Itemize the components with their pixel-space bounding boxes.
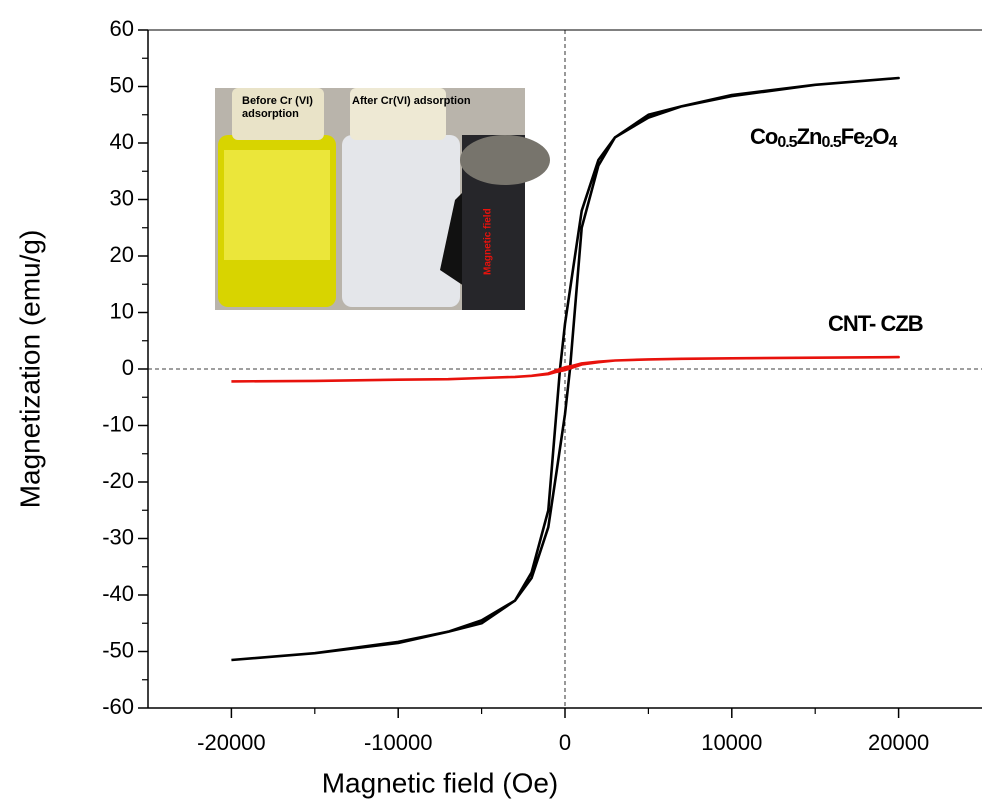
x-tick-label: 10000	[701, 730, 762, 755]
x-tick-label: -20000	[197, 730, 266, 755]
series-label: CNT- CZB	[828, 311, 923, 336]
yellow-liquid	[224, 150, 330, 260]
y-tick-label: 50	[110, 72, 134, 97]
vial-cap	[350, 88, 446, 140]
inset-label: After Cr(VI) adsorption	[352, 95, 471, 107]
y-tick-label: 60	[110, 16, 134, 41]
y-axis-title: Magnetization (emu/g)	[14, 230, 45, 509]
vial-cap	[232, 88, 324, 140]
series-line	[231, 76, 900, 662]
x-tick-label: -10000	[364, 730, 433, 755]
y-tick-label: -30	[102, 524, 134, 549]
y-tick-label: -10	[102, 411, 134, 436]
inset-label: Magnetic field	[483, 208, 494, 275]
x-axis-title: Magnetic field (Oe)	[322, 767, 559, 798]
y-tick-label: -20	[102, 468, 134, 493]
y-tick-label: 20	[110, 242, 134, 267]
y-tick-label: -50	[102, 637, 134, 662]
series-label: Co0.5Zn0.5Fe2O4	[750, 124, 897, 151]
inset-photo: Before Cr (VI) adsorption After Cr(VI) ad…	[215, 88, 550, 310]
inset-label: Before Cr (VI) adsorption	[242, 95, 313, 120]
y-tick-label: 10	[110, 298, 134, 323]
x-tick-label: 0	[559, 730, 571, 755]
series-line	[231, 355, 900, 383]
y-tick-label: 0	[122, 355, 134, 380]
y-tick-label: -40	[102, 581, 134, 606]
y-tick-label: 30	[110, 185, 134, 210]
y-tick-label: 40	[110, 129, 134, 154]
clear-vial	[342, 135, 460, 307]
y-tick-label: -60	[102, 694, 134, 719]
magnet-top	[460, 135, 550, 185]
x-tick-label: 20000	[868, 730, 929, 755]
